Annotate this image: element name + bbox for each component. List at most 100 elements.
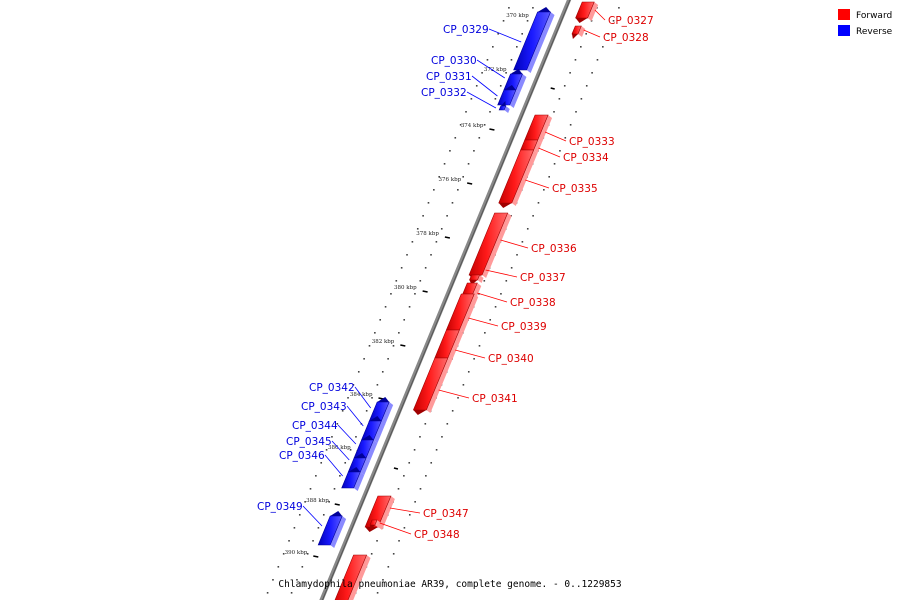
gene-label-cp-0334[interactable]: CP_0334 (563, 152, 609, 164)
track-dot (379, 319, 382, 321)
track-dot (478, 345, 481, 347)
track-dot (484, 332, 486, 334)
gene-cp-0347[interactable] (364, 495, 395, 532)
gene-label-cp-0345[interactable]: CP_0345 (286, 436, 332, 448)
gene-cp-0349[interactable] (317, 511, 347, 548)
track-dot (553, 111, 555, 113)
track-dot (489, 111, 491, 113)
track-dot (290, 592, 293, 594)
track-dot (569, 72, 571, 74)
legend: Forward Reverse (838, 9, 893, 37)
gene-connector-line (302, 505, 323, 527)
gene-cp-0341[interactable] (412, 357, 452, 415)
track-dot (483, 280, 486, 282)
gene-arrow-tip (361, 435, 374, 440)
tick-label: 372 kbp (484, 67, 507, 73)
gene-connector-line (544, 131, 567, 142)
track-dot (341, 410, 344, 412)
gene-label-cp-0347[interactable]: CP_0347 (423, 508, 469, 520)
track-dot (602, 46, 604, 48)
track-dot (419, 488, 422, 490)
track-dot (441, 436, 443, 438)
track-dot (516, 46, 518, 48)
track-dot (419, 280, 422, 282)
track-dot (510, 59, 513, 61)
track-dot (331, 436, 333, 438)
track-dot (368, 345, 371, 347)
gene-cp-0345[interactable] (347, 453, 371, 475)
gene-side-face (348, 555, 371, 600)
tick-label: 386 kbp (328, 445, 351, 451)
track-dot (494, 306, 497, 308)
tick-label: 380 kbp (394, 285, 417, 291)
track-dot (424, 423, 427, 425)
track-dot (376, 384, 379, 386)
gene-label-cp-0341[interactable]: CP_0341 (472, 393, 518, 405)
gene-cp-0336[interactable] (468, 212, 512, 280)
track-dot (521, 241, 524, 243)
gene-label-cp-0346[interactable]: CP_0346 (279, 450, 325, 462)
gene-cp-0344[interactable] (353, 435, 378, 461)
gene-side-face (515, 74, 527, 93)
gene-label-cp-0327[interactable]: CP_0327 (608, 15, 654, 27)
gene-label-cp-0349[interactable]: CP_0349 (257, 501, 303, 513)
gene-cp-0327[interactable] (575, 1, 599, 23)
gene-label-cp-0328[interactable]: CP_0328 (603, 32, 649, 44)
track-dot (400, 267, 403, 269)
gene-side-face (511, 150, 538, 206)
gene-label-cp-0332[interactable]: CP_0332 (421, 87, 467, 99)
track-dot (317, 527, 320, 529)
tick-mark (489, 128, 495, 131)
gene-cp-0339[interactable] (445, 293, 479, 335)
gene-label-cp-0339[interactable]: CP_0339 (501, 321, 547, 333)
gene-body (334, 554, 368, 600)
track-dot (494, 98, 497, 100)
gene-label-cp-0348[interactable]: CP_0348 (414, 529, 460, 541)
track-dot (325, 449, 328, 451)
track-dot (497, 33, 499, 35)
gene-label-cp-0336[interactable]: CP_0336 (531, 243, 577, 255)
gene-label-cp-0340[interactable]: CP_0340 (488, 353, 534, 365)
track-dot (370, 553, 373, 555)
gene-partial-bottom[interactable] (331, 554, 371, 600)
track-dot (438, 176, 440, 178)
gene-cp-0335[interactable] (498, 149, 538, 208)
gene-label-cp-0343[interactable]: CP_0343 (301, 401, 347, 413)
gene-label-cp-0331[interactable]: CP_0331 (426, 71, 472, 83)
gene-cp-0343[interactable] (361, 416, 386, 443)
tick-label: 390 kbp (285, 550, 308, 556)
track-dot (596, 59, 599, 61)
gene-label-cp-0342[interactable]: CP_0342 (309, 382, 355, 394)
tick-mark (444, 236, 451, 239)
track-dot (526, 228, 529, 230)
track-dot (558, 98, 561, 100)
gene-label-cp-0335[interactable]: CP_0335 (552, 183, 598, 195)
track-dot (505, 72, 507, 74)
gene-connector-line (331, 440, 350, 461)
gene-label-cp-0344[interactable]: CP_0344 (292, 420, 338, 432)
gene-cp-0348[interactable] (369, 519, 381, 530)
gene-cp-0332[interactable] (498, 101, 510, 113)
track-dot (387, 358, 389, 360)
gene-connector-line (324, 454, 343, 477)
track-dot (277, 566, 280, 568)
track-dot (382, 579, 384, 581)
track-dot (328, 501, 330, 503)
gene-label-cp-0333[interactable]: CP_0333 (569, 136, 615, 148)
gene-cp-0329[interactable] (513, 7, 555, 73)
tick-label: 374 kbp (461, 123, 484, 129)
gene-features (317, 1, 599, 600)
gene-cp-0331[interactable] (497, 85, 520, 108)
gene-label-cp-0329[interactable]: CP_0329 (443, 24, 489, 36)
track-dot (451, 410, 454, 412)
gene-cp-0342[interactable] (368, 397, 394, 425)
gene-cp-0328[interactable] (571, 25, 586, 39)
track-dot (424, 267, 427, 269)
gene-side-face (482, 213, 512, 278)
gene-label-cp-0338[interactable]: CP_0338 (510, 297, 556, 309)
gene-connector-line (389, 507, 421, 514)
gene-label-cp-0337[interactable]: CP_0337 (520, 272, 566, 284)
gene-cp-0346[interactable] (341, 467, 365, 491)
gene-label-cp-0330[interactable]: CP_0330 (431, 55, 477, 67)
